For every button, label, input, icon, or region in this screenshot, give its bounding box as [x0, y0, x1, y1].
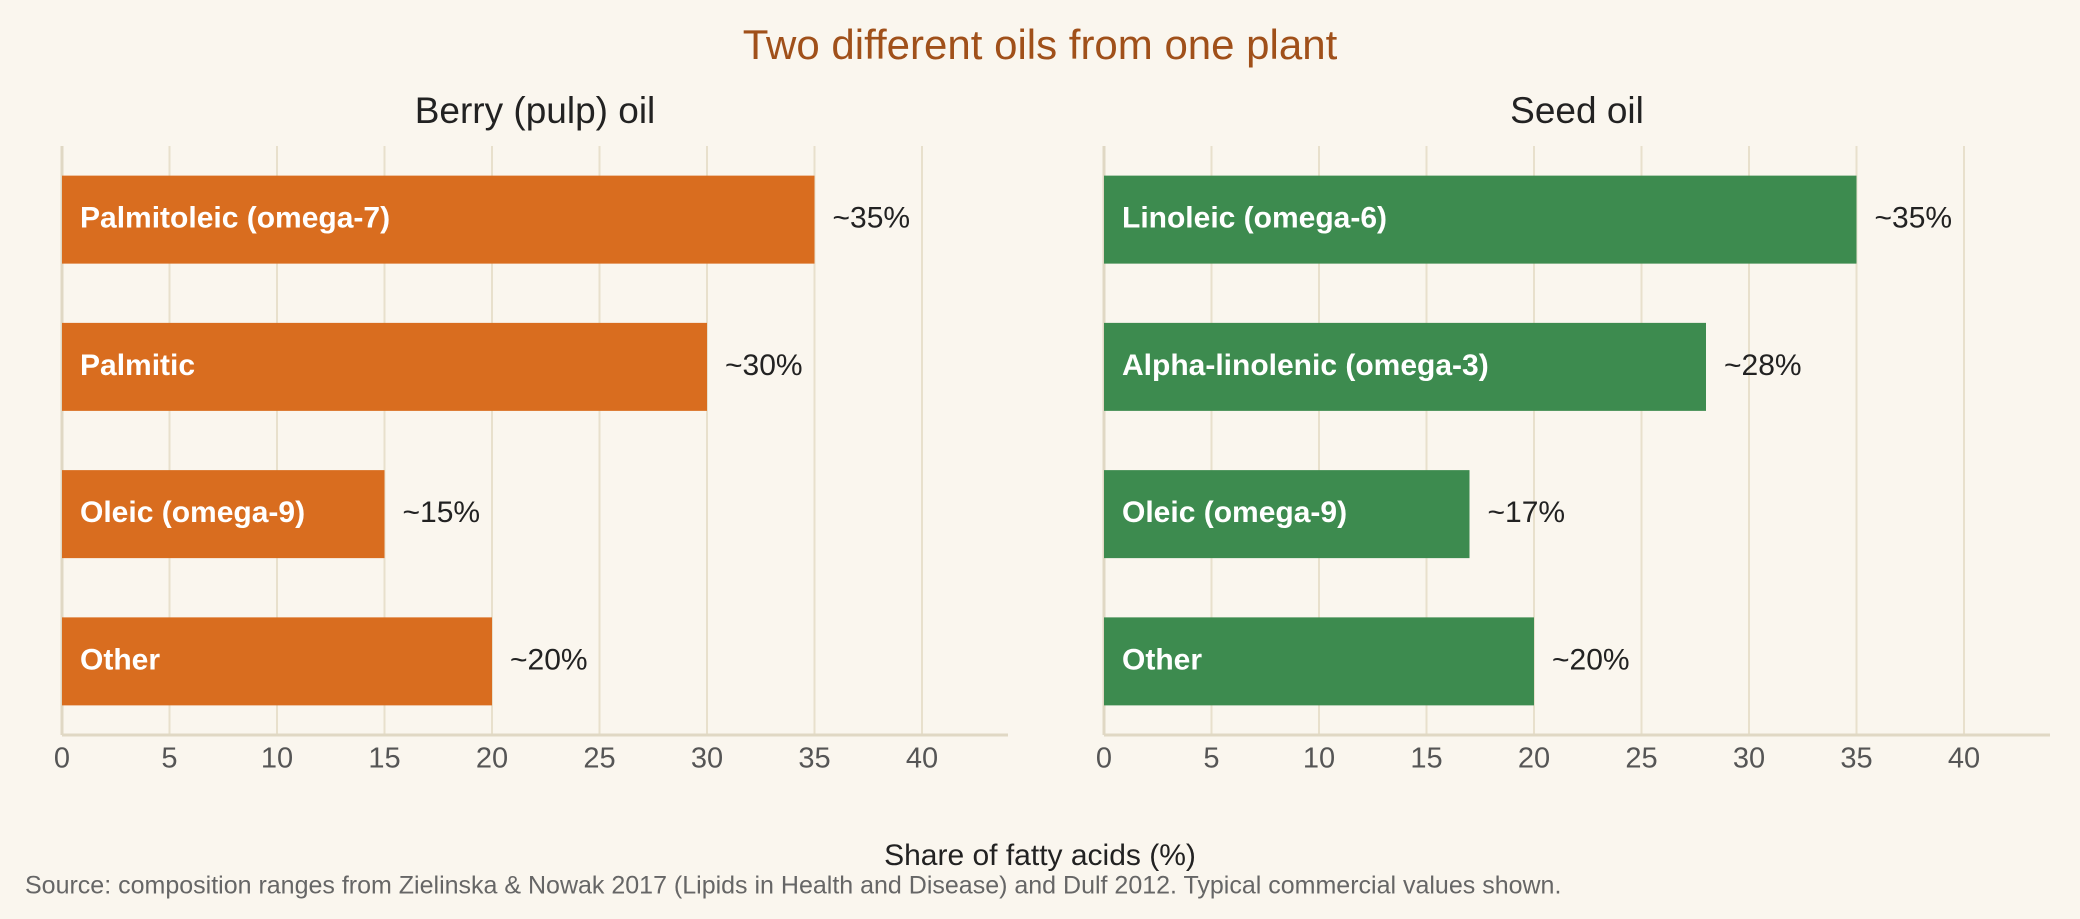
category-label: Alpha-linolenic (omega-3) — [1122, 349, 1489, 382]
value-label: ~20% — [1552, 643, 1630, 676]
category-label: Oleic (omega-9) — [80, 496, 305, 529]
value-label: ~35% — [833, 202, 911, 235]
bar — [1104, 175, 1857, 264]
x-tick-label: 25 — [583, 743, 615, 775]
x-axis-label: Share of fatty acids (%) — [884, 839, 1196, 872]
x-tick-label: 5 — [161, 743, 177, 775]
x-tick-label: 5 — [1203, 743, 1219, 775]
x-tick-label: 30 — [691, 743, 723, 775]
bar — [1104, 322, 1706, 411]
x-tick-label: 10 — [261, 743, 293, 775]
bar — [1104, 470, 1470, 559]
x-tick-label: 40 — [906, 743, 938, 775]
value-label: ~35% — [1875, 202, 1953, 235]
bar — [62, 175, 815, 264]
category-label: Linoleic (omega-6) — [1122, 202, 1387, 235]
x-tick-label: 0 — [54, 743, 70, 775]
source-note: Source: composition ranges from Zielinsk… — [25, 872, 1561, 900]
value-label: ~17% — [1488, 496, 1566, 529]
x-tick-label: 30 — [1733, 743, 1765, 775]
x-tick-label: 40 — [1948, 743, 1980, 775]
value-label: ~30% — [725, 349, 803, 382]
subplot-title: Berry (pulp) oil — [415, 90, 656, 131]
value-label: ~15% — [403, 496, 481, 529]
x-tick-label: 15 — [1410, 743, 1442, 775]
x-tick-label: 20 — [1518, 743, 1550, 775]
value-label: ~28% — [1724, 349, 1802, 382]
x-tick-label: 15 — [368, 743, 400, 775]
bar — [62, 617, 492, 706]
x-tick-label: 10 — [1303, 743, 1335, 775]
category-label: Oleic (omega-9) — [1122, 496, 1347, 529]
x-tick-label: 0 — [1096, 743, 1112, 775]
subplot-title: Seed oil — [1510, 90, 1644, 131]
value-label: ~20% — [510, 643, 588, 676]
bar — [1104, 617, 1534, 706]
x-tick-label: 25 — [1625, 743, 1657, 775]
bar — [62, 470, 385, 559]
x-tick-label: 35 — [798, 743, 830, 775]
figure-title: Two different oils from one plant — [743, 21, 1338, 68]
x-tick-label: 20 — [476, 743, 508, 775]
category-label: Palmitic — [80, 349, 195, 382]
category-label: Palmitoleic (omega-7) — [80, 202, 390, 235]
category-label: Other — [80, 643, 160, 676]
category-label: Other — [1122, 643, 1202, 676]
bar — [62, 322, 707, 411]
x-tick-label: 35 — [1840, 743, 1872, 775]
